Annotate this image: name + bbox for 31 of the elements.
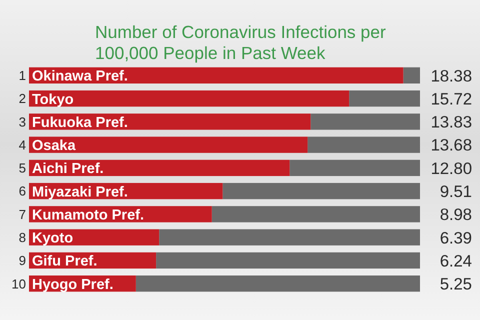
y-tick-label: Kyoto bbox=[32, 230, 74, 247]
text: 9 bbox=[18, 253, 26, 268]
data-label: 13.68 bbox=[430, 136, 472, 155]
text: 6 bbox=[18, 184, 26, 199]
text: 2 bbox=[18, 91, 26, 106]
data-label: 8.98 bbox=[440, 206, 472, 224]
y-tick-label: Gifu Pref. bbox=[32, 254, 98, 270]
chart-title: Number of Coronavirus Infections per 100,000 People in Past Week bbox=[95, 22, 386, 63]
y-tick-label: Hyogo Pref. bbox=[32, 276, 114, 293]
data-label: 5.25 bbox=[440, 276, 472, 294]
y-tick-label: Fukuoka Pref. bbox=[32, 114, 128, 131]
text: 8 bbox=[18, 230, 26, 246]
data-label: 13.83 bbox=[430, 114, 472, 132]
y-tick-label: Osaka bbox=[32, 138, 76, 154]
y-tick-label: Aichi Pref. bbox=[32, 161, 104, 178]
text: 5 bbox=[18, 160, 26, 176]
text: 10 bbox=[12, 276, 26, 292]
data-label: 15.72 bbox=[430, 90, 472, 108]
data-label: 12.80 bbox=[430, 160, 472, 178]
text: 1 bbox=[18, 68, 26, 84]
y-tick-label: Okinawa Pref. bbox=[32, 68, 128, 85]
text: 4 bbox=[18, 137, 26, 152]
y-tick-label: Kumamoto Pref. bbox=[32, 207, 144, 224]
text: 7 bbox=[18, 206, 26, 222]
data-label: 18.38 bbox=[430, 67, 472, 86]
data-label: 6.39 bbox=[440, 229, 472, 248]
data-label: 9.51 bbox=[440, 183, 472, 202]
y-tick-label: Tokyo bbox=[32, 92, 74, 108]
text: 3 bbox=[18, 114, 26, 130]
data-label: 6.24 bbox=[440, 252, 472, 270]
y-tick-label: Miyazaki Pref. bbox=[32, 184, 128, 200]
